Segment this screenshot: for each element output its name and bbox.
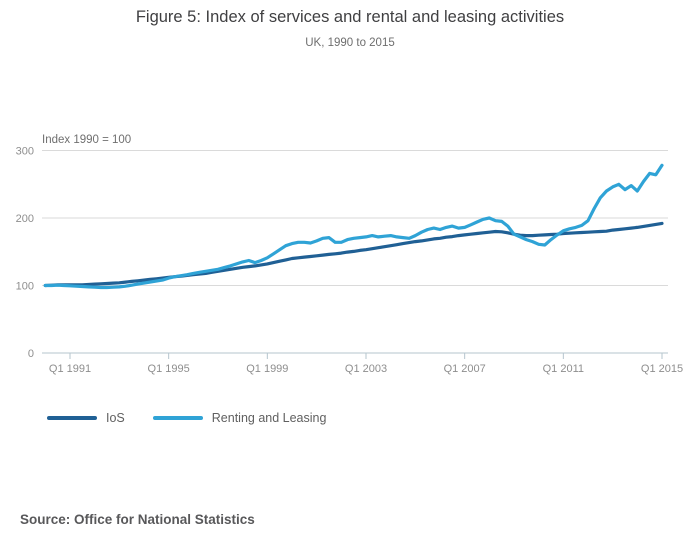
y-tick-label: 300 [16, 146, 34, 158]
x-tick-label: Q1 1991 [49, 363, 91, 375]
x-tick-label: Q1 2015 [641, 363, 683, 375]
legend-swatch-renting [152, 416, 203, 420]
page-title: Figure 5: Index of services and rental a… [135, 8, 565, 26]
series-line-ios [43, 221, 664, 288]
x-tick-label: Q1 2007 [444, 363, 486, 375]
legend-item-renting: Renting and Leasing [152, 411, 327, 425]
legend-label-ios: IoS [106, 411, 125, 425]
y-tick-label: 0 [28, 348, 34, 360]
y-tick-label: 200 [16, 213, 34, 225]
legend-swatch-ios [47, 416, 97, 420]
legend-item-ios: IoS [47, 411, 125, 425]
y-axis-caption: Index 1990 = 100 [42, 134, 132, 146]
y-tick-label: 100 [16, 281, 34, 293]
x-tick-label: Q1 2011 [543, 363, 584, 375]
x-tick-label: Q1 1999 [246, 363, 288, 375]
series-line-renting-and-leasing [43, 163, 664, 290]
chart-legend: IoS Renting and Leasing [47, 411, 354, 425]
legend-label-renting: Renting and Leasing [211, 411, 327, 425]
source-note: Source: Office for National Statistics [20, 512, 255, 527]
x-tick-label: Q1 1995 [148, 363, 190, 375]
page-subtitle: UK, 1990 to 2015 [305, 37, 395, 49]
x-tick-label: Q1 2003 [345, 363, 387, 375]
